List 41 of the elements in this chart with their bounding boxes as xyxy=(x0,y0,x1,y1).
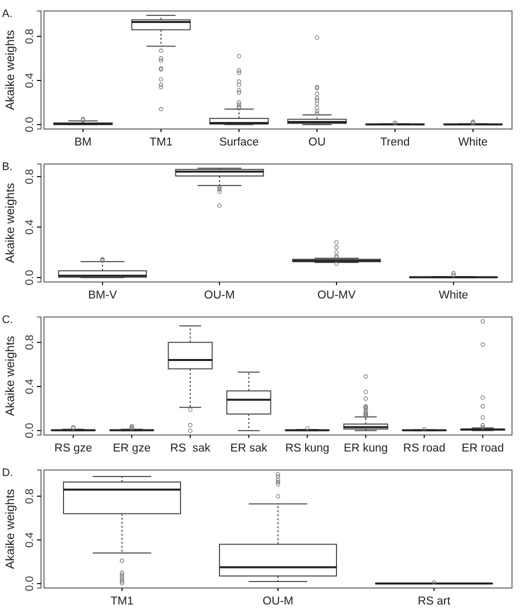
y-tick-label: 0.0 xyxy=(24,270,36,286)
chart-title: B. xyxy=(2,161,12,173)
x-tick-label: Surface xyxy=(219,136,259,148)
x-tick-label: BM-V xyxy=(88,289,118,302)
x-tick-label: OU-M xyxy=(204,289,235,302)
x-tick-label: OU-M xyxy=(262,595,294,608)
y-axis-title: Akaike weights xyxy=(3,488,17,570)
x-tick-label: ER road xyxy=(462,442,504,454)
y-tick-label: 0.4 xyxy=(24,72,36,88)
y-tick-label: 0.0 xyxy=(24,576,36,592)
y-tick-label: 0.4 xyxy=(24,219,36,235)
x-tick-label: RS gze xyxy=(54,442,92,454)
chart-title: C. xyxy=(2,314,13,326)
y-tick-label: 0.8 xyxy=(24,334,36,350)
y-axis-title: Akaike weights xyxy=(3,182,17,264)
x-tick-label: OU xyxy=(308,136,326,148)
y-tick-label: 0.0 xyxy=(24,116,36,132)
x-tick-label: TM1 xyxy=(150,136,172,148)
x-tick-label: RS sak xyxy=(170,442,211,454)
x-tick-label: ER gze xyxy=(112,442,151,454)
x-tick-label: OU-MV xyxy=(317,289,356,302)
x-tick-label: White xyxy=(458,136,488,148)
y-tick-label: 0.4 xyxy=(24,532,36,548)
x-tick-label: ER kung xyxy=(344,442,388,454)
y-tick-label: 0.8 xyxy=(24,28,36,44)
x-tick-label: RS art xyxy=(418,595,452,608)
y-tick-label: 0.8 xyxy=(24,168,36,184)
y-tick-label: 0.0 xyxy=(24,422,36,438)
chart-title: A. xyxy=(2,8,12,20)
x-tick-label: RS road xyxy=(403,442,446,454)
y-tick-label: 0.4 xyxy=(24,378,36,394)
x-tick-label: RS kung xyxy=(285,442,330,454)
x-tick-label: White xyxy=(438,289,468,302)
y-axis-title: Akaike weights xyxy=(3,30,17,110)
x-tick-label: Trend xyxy=(380,136,410,148)
x-tick-label: ER sak xyxy=(230,442,268,454)
y-tick-label: 0.8 xyxy=(24,488,36,504)
x-tick-label: TM1 xyxy=(110,595,134,608)
y-axis-title: Akaike weights xyxy=(3,336,17,416)
chart-title: D. xyxy=(2,467,13,479)
x-tick-label: BM xyxy=(74,136,92,148)
